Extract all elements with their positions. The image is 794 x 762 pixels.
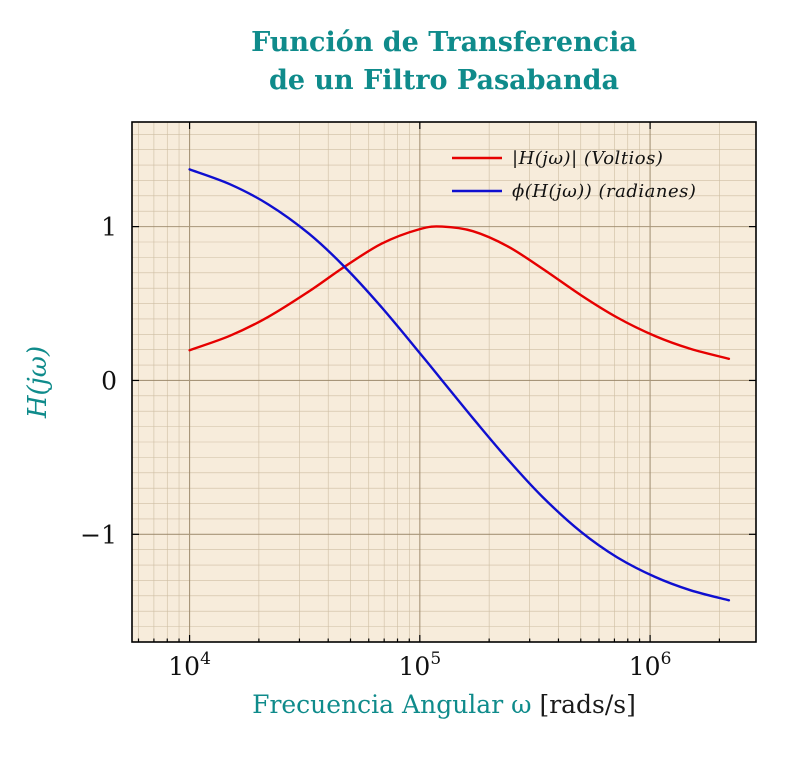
x-tick-label: 106 (629, 649, 672, 681)
y-tick-label: −1 (80, 520, 117, 549)
x-axis-unit-text: [rads/s] (539, 690, 636, 719)
legend-entry: ϕ(H(jω)) (radianes) (452, 181, 696, 202)
x-tick-label: 104 (168, 649, 211, 681)
chart-title-line2: de un Filtro Pasabanda (268, 64, 620, 96)
grid-minor (132, 122, 756, 642)
tick-marks (132, 122, 756, 642)
legend-label: |H(jω)| (Voltios) (512, 148, 663, 169)
plot-border (131, 121, 757, 643)
series-line-magnitude (188, 225, 731, 360)
series-line-phase (188, 168, 731, 602)
x-axis-label-text: Frecuencia Angular ω (252, 690, 540, 719)
legend-label: ϕ(H(jω)) (radianes) (512, 181, 696, 202)
chart-title: Función de Transferencia de un Filtro Pa… (132, 24, 756, 100)
chart-title-line1: Función de Transferencia (251, 27, 637, 58)
legend-entry: |H(jω)| (Voltios) (452, 148, 663, 169)
y-tick-label: 0 (101, 366, 117, 395)
x-tick-label: 105 (399, 649, 442, 681)
x-axis-label: Frecuencia Angular ω [rads/s] (132, 690, 756, 719)
y-tick-label: 1 (101, 213, 117, 242)
